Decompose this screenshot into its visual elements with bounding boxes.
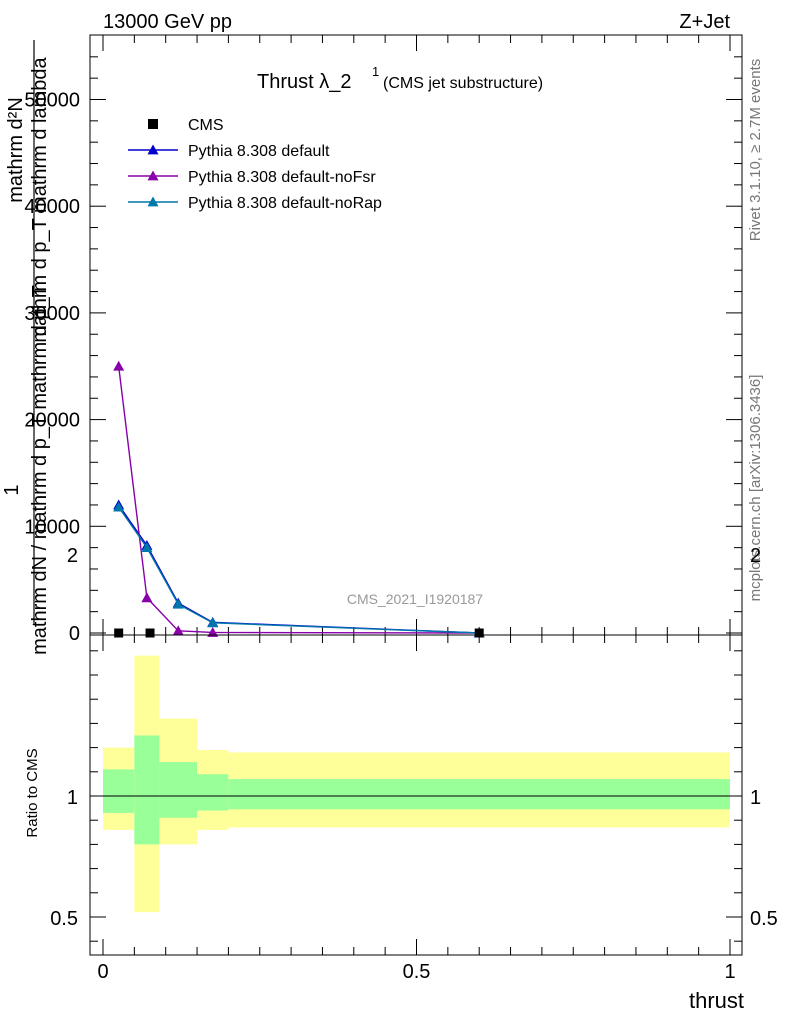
legend-label-1: Pythia 8.308 default bbox=[188, 143, 330, 160]
legend-marker-3 bbox=[147, 196, 159, 207]
series-point-2 bbox=[172, 625, 184, 636]
header-right: Z+Jet bbox=[679, 11, 730, 33]
legend-marker-1 bbox=[147, 144, 159, 155]
ratio-band-green bbox=[159, 762, 198, 818]
series-line-1 bbox=[118, 504, 480, 634]
series-point-2 bbox=[141, 592, 153, 603]
cms-data-point bbox=[145, 628, 155, 638]
legend-label-3: Pythia 8.308 default-noRap bbox=[188, 195, 382, 212]
mcplots-label: mcplots.cern.ch [arXiv:1306.3436] bbox=[747, 375, 764, 602]
legend-label-0: CMS bbox=[188, 117, 224, 134]
legend-marker-0 bbox=[148, 119, 158, 129]
ratio-band-green bbox=[134, 735, 160, 845]
series-point-3 bbox=[172, 598, 184, 609]
plot-title-sup: 1 bbox=[372, 64, 379, 79]
plot-title-suffix: (CMS jet substructure) bbox=[383, 75, 543, 92]
ratio-ytick-label-right: 0.5 bbox=[750, 908, 778, 930]
ratio-ytick-label-right: 1 bbox=[750, 787, 761, 809]
series-point-3 bbox=[141, 542, 153, 553]
main-ytick-label: 20000 bbox=[24, 410, 80, 432]
main-ytick-label: 0 bbox=[69, 623, 80, 645]
ratio-ylabel: Ratio to CMS bbox=[24, 748, 41, 837]
ratio-xtick-label: 0.5 bbox=[403, 961, 431, 983]
main-ytick-label: 50000 bbox=[24, 90, 80, 112]
series-point-2 bbox=[207, 626, 219, 637]
watermark: CMS_2021_I1920187 bbox=[347, 591, 483, 607]
main-ytick-label: 10000 bbox=[24, 516, 80, 538]
ratio-band-green bbox=[103, 769, 135, 813]
ratio-plot: 0.5 0.5 1 1 2 2 0 0.5 1 Ratio to CMS thrust bbox=[24, 545, 778, 1013]
ylabel-line-4: mathrm dN / mathrm d p_T mathrm d p_T bbox=[29, 285, 51, 655]
series-point-2 bbox=[113, 360, 125, 371]
ratio-ytick-label: 1 bbox=[67, 787, 78, 809]
y-axis-label: mathrm d p_T mathrm d lambda mathrm d²N … bbox=[1, 40, 51, 655]
ratio-xtick-label: 1 bbox=[724, 961, 735, 983]
legend-marker-2 bbox=[147, 170, 159, 181]
ylabel-line-2: mathrm d²N bbox=[5, 97, 27, 203]
legend: CMS Pythia 8.308 default Pythia 8.308 defa… bbox=[128, 117, 382, 212]
ratio-xtick-label: 0 bbox=[97, 961, 108, 983]
rivet-label: Rivet 3.1.10, ≥ 2.7M events bbox=[747, 59, 764, 242]
cms-data-point bbox=[114, 628, 124, 638]
cms-data-point bbox=[474, 628, 484, 638]
x-axis-label: thrust bbox=[689, 988, 744, 1013]
series-point-3 bbox=[113, 501, 125, 512]
series-line-3 bbox=[118, 506, 480, 634]
legend-label-2: Pythia 8.308 default-noFsr bbox=[188, 169, 376, 186]
main-ytick-label: 40000 bbox=[24, 196, 80, 218]
ylabel-line-3: 1 bbox=[1, 484, 23, 495]
main-ytick-label: 30000 bbox=[24, 303, 80, 325]
header-left: 13000 GeV pp bbox=[103, 11, 232, 33]
plot-title: Thrust λ_2 bbox=[257, 71, 351, 93]
ratio-ytick-label: 0.5 bbox=[50, 908, 78, 930]
ratio-band-green bbox=[197, 774, 229, 811]
series-point-3 bbox=[207, 617, 219, 628]
ratio-band-green bbox=[228, 779, 730, 810]
ratio-ytick-label: 2 bbox=[67, 545, 78, 567]
ratio-ytick-label-right: 2 bbox=[750, 545, 761, 567]
